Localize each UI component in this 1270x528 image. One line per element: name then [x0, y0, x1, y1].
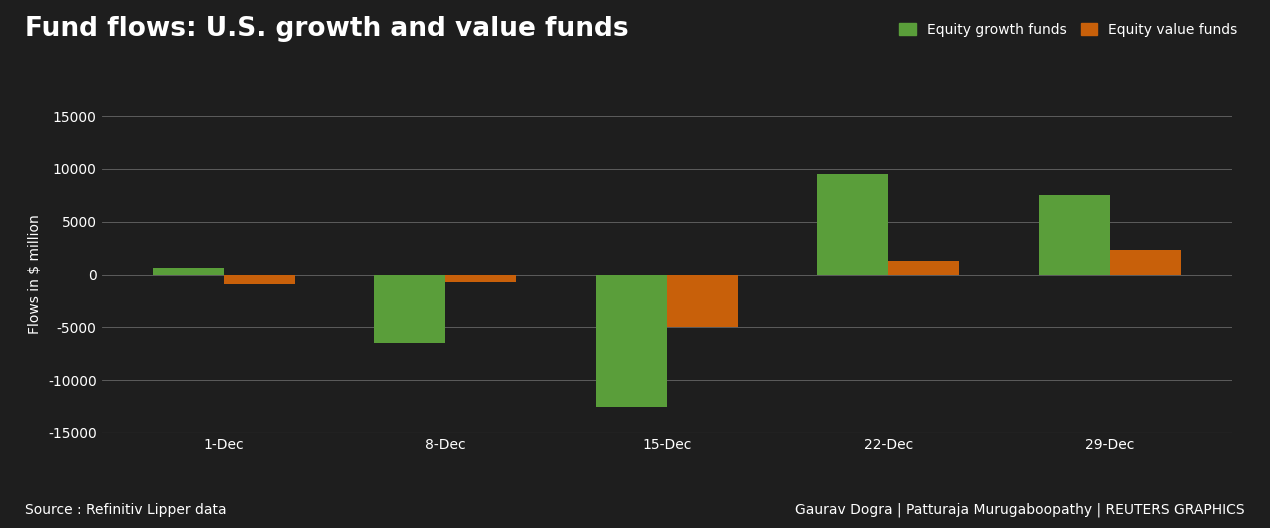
Legend: Equity growth funds, Equity value funds: Equity growth funds, Equity value funds — [899, 23, 1238, 37]
Bar — [818, 174, 888, 275]
Bar — [224, 275, 295, 284]
Text: Fund flows: U.S. growth and value funds: Fund flows: U.S. growth and value funds — [25, 16, 629, 42]
Bar — [1039, 195, 1110, 275]
Bar — [888, 261, 959, 275]
Bar — [1110, 250, 1181, 275]
Bar — [446, 275, 516, 282]
Bar — [375, 275, 446, 343]
Y-axis label: Flows in $ million: Flows in $ million — [28, 215, 42, 334]
Bar — [152, 268, 224, 275]
Text: Source : Refinitiv Lipper data: Source : Refinitiv Lipper data — [25, 503, 227, 517]
Bar — [596, 275, 667, 407]
Text: Gaurav Dogra | Patturaja Murugaboopathy | REUTERS GRAPHICS: Gaurav Dogra | Patturaja Murugaboopathy … — [795, 503, 1245, 517]
Bar — [667, 275, 738, 327]
